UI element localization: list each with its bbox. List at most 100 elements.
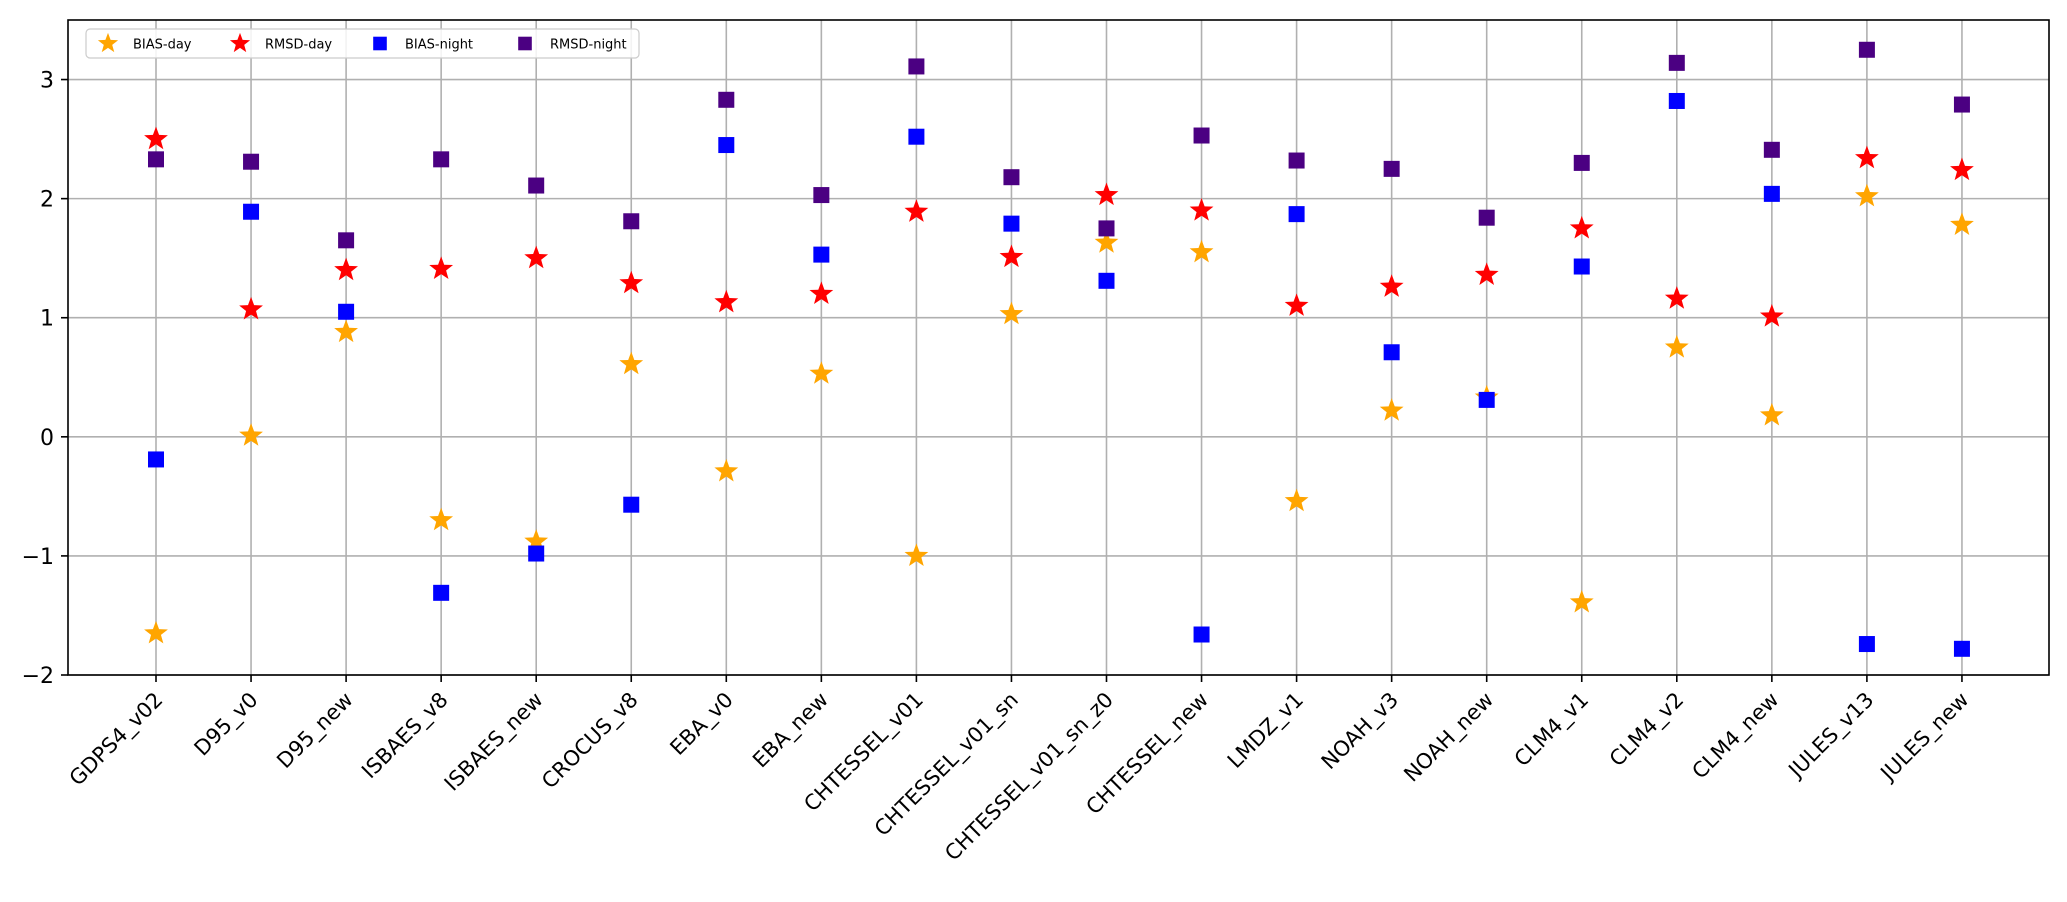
data-point (809, 361, 834, 384)
data-point (1668, 92, 1685, 109)
legend-marker-bias-day (97, 32, 119, 53)
data-point (1569, 589, 1594, 613)
data-point (1189, 239, 1214, 263)
data-point (1094, 182, 1119, 206)
data-point (623, 213, 640, 230)
legend: BIAS-day RMSD-day BIAS-night RMSD-night (85, 28, 640, 59)
data-point (1858, 636, 1875, 653)
data-point (718, 91, 735, 108)
x-tick-label: JULES_v13 (1783, 688, 1880, 785)
x-tick-label: NOAH_v3 (1317, 688, 1404, 775)
plot-frame (67, 19, 2050, 676)
data-point (429, 507, 454, 531)
data-point (1288, 206, 1305, 223)
data-point (239, 423, 263, 446)
data-point (334, 257, 358, 281)
y-tick-label: 2 (40, 188, 54, 213)
series-bias-night (148, 92, 1970, 657)
x-axis: GDPS4_v02 D95_v0 D95_new ISBAES_v8ISBAES_ne… (65, 675, 1975, 867)
x-tick-label: GDPS4_v02 (65, 688, 169, 792)
data-point (1763, 185, 1780, 202)
data-point (1383, 160, 1400, 177)
data-point (1664, 286, 1689, 309)
data-point (714, 458, 739, 482)
data-point (813, 187, 830, 204)
data-point (1573, 154, 1590, 171)
x-tick-label: CLM4_v1 (1510, 688, 1594, 772)
x-tick-label: ISBAES_v8 (357, 688, 453, 784)
y-tick-label: 0 (40, 426, 54, 451)
data-point (1003, 169, 1020, 186)
data-point (619, 351, 644, 375)
data-point (623, 496, 640, 513)
data-point (1953, 96, 1970, 113)
x-tick-label: CLM4_new (1687, 688, 1784, 785)
data-point (528, 545, 545, 562)
y-tick-label: −1 (22, 545, 54, 570)
data-point (239, 296, 263, 320)
x-tick-label: LMDZ_v1 (1223, 688, 1309, 774)
data-point (1284, 488, 1309, 512)
data-point (999, 244, 1024, 268)
data-point (1668, 54, 1685, 71)
data-point (1474, 262, 1499, 285)
data-point (144, 620, 168, 644)
data-point (524, 529, 549, 552)
data-point (243, 153, 260, 170)
legend-label: RMSD-night (550, 38, 627, 53)
legend-label: BIAS-night (405, 38, 473, 53)
data-point (714, 289, 739, 313)
series-rmsd-day (144, 126, 1974, 327)
data-point (1569, 215, 1594, 239)
data-point (338, 232, 355, 249)
x-tick-label: JULES_new (1875, 688, 1975, 788)
data-point (243, 203, 260, 220)
legend-label: BIAS-day (133, 38, 192, 53)
data-point (1950, 212, 1974, 235)
data-point (1383, 344, 1400, 361)
data-point (1858, 41, 1875, 58)
data-point (718, 137, 735, 154)
data-point (904, 543, 929, 567)
legend-box (85, 28, 640, 59)
y-axis: −2 −1 0 1 2 3 (22, 69, 68, 689)
data-point (524, 245, 549, 269)
data-point (1478, 209, 1495, 226)
data-point (148, 151, 164, 168)
data-point (144, 126, 168, 150)
legend-marker-bias-night (373, 36, 387, 51)
data-point (338, 303, 355, 320)
data-point (1379, 398, 1404, 421)
y-tick-label: −2 (22, 664, 54, 689)
data-point (1855, 145, 1879, 169)
data-point (1759, 402, 1784, 426)
data-point (1193, 626, 1210, 643)
x-tick-label: CHTESSEL_v01_sn_z0 (940, 688, 1119, 867)
data-point (1288, 152, 1305, 169)
y-tick-label: 1 (40, 307, 54, 332)
data-point (1098, 272, 1115, 289)
legend-marker-rmsd-day (229, 32, 251, 53)
data-point (813, 246, 830, 263)
data-point (1098, 220, 1115, 237)
data-point (334, 319, 358, 343)
grid-layer (68, 20, 2049, 676)
series-bias-day (144, 183, 1974, 644)
data-point (1189, 198, 1214, 221)
data-point (1763, 141, 1780, 158)
data-point (148, 451, 164, 468)
data-point (433, 151, 450, 168)
data-point (1759, 304, 1784, 327)
data-point (1855, 183, 1879, 207)
series-rmsd-night (148, 41, 1970, 249)
x-tick-label: D95_new (272, 688, 358, 774)
data-point (809, 281, 834, 305)
data-point (1193, 127, 1210, 144)
x-tick-label: ISBAES_new (440, 688, 549, 797)
data-point (1950, 157, 1974, 181)
data-point (528, 177, 545, 194)
data-point (433, 584, 450, 601)
legend-marker-rmsd-night (518, 36, 532, 51)
x-tick-label: D95_v0 (190, 688, 264, 762)
data-point (1094, 230, 1119, 253)
